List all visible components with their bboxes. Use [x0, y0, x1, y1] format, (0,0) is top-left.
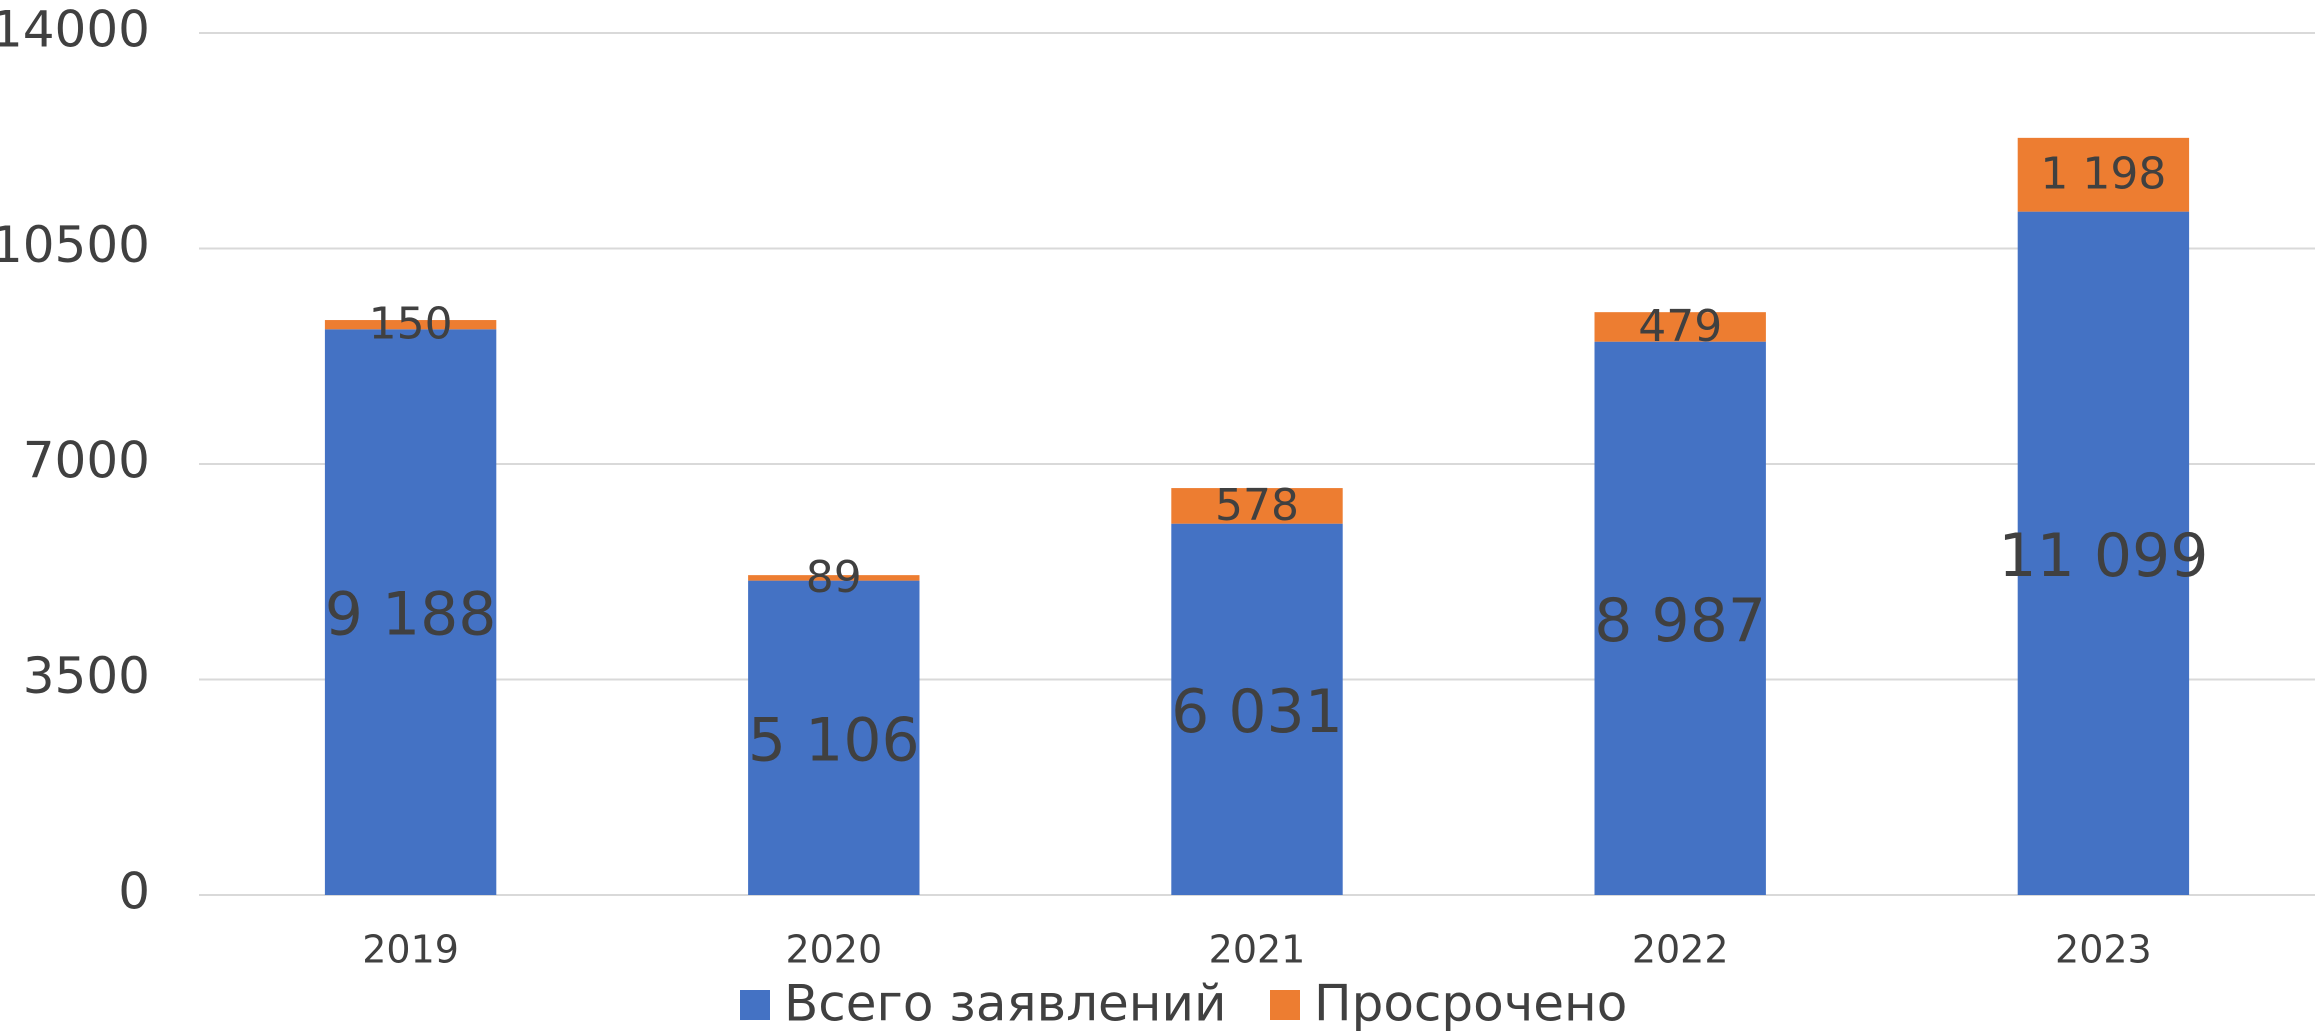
y-tick-label: 0	[118, 863, 150, 921]
data-label: 479	[1638, 301, 1722, 352]
bar-segment	[2017, 137, 2190, 212]
bar-segment	[1594, 341, 1766, 895]
y-tick-label: 10500	[0, 216, 150, 274]
bar-segment	[2017, 211, 2190, 895]
legend-label: Просрочено	[1314, 975, 1627, 1033]
data-label: 5 106	[748, 705, 920, 775]
y-tick-label: 14000	[0, 1, 150, 59]
x-tick-label: 2023	[2055, 928, 2152, 972]
x-tick-label: 2020	[785, 928, 882, 972]
x-tick-label: 2019	[362, 928, 459, 972]
data-label: 6 031	[1171, 677, 1343, 747]
data-label: 89	[806, 552, 862, 603]
y-tick-label: 3500	[23, 647, 150, 705]
data-label: 9 188	[325, 580, 497, 650]
bar-segment	[324, 329, 497, 895]
legend-label: Всего заявлений	[784, 975, 1226, 1033]
y-tick-label: 7000	[23, 432, 150, 490]
data-label: 150	[369, 299, 453, 350]
data-label: 11 099	[1998, 521, 2208, 591]
data-label: 578	[1215, 480, 1299, 531]
x-tick-label: 2021	[1209, 928, 1306, 972]
bar-segment	[748, 575, 920, 581]
bar-segment	[1594, 312, 1766, 342]
x-tick-label: 2022	[1632, 928, 1729, 972]
data-label: 1 198	[2040, 149, 2166, 200]
legend-swatch	[740, 990, 770, 1020]
data-label: 8 987	[1594, 586, 1766, 656]
legend-swatch	[1270, 990, 1300, 1020]
bar-segment	[748, 580, 920, 895]
bar-segment	[1171, 488, 1343, 524]
bar-segment	[324, 320, 497, 330]
bar-segment	[1171, 523, 1343, 895]
